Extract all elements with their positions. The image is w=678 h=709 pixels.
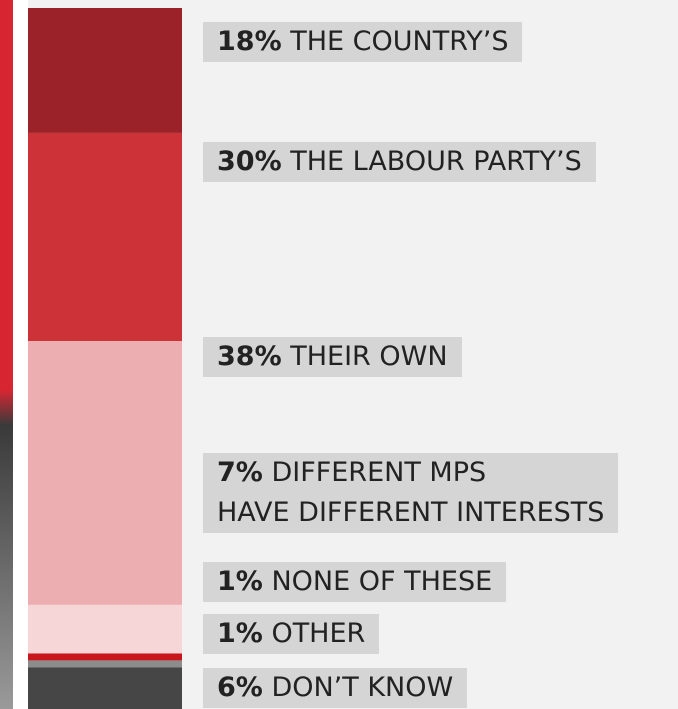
percent-label: 1%: [217, 566, 263, 597]
bar-segment: [28, 8, 182, 133]
gap: [13, 0, 28, 709]
percent-label: 7%: [217, 457, 263, 488]
percent-label: 1%: [217, 618, 263, 649]
percent-label: 30%: [217, 146, 282, 177]
segment-label: 7% DIFFERENT MPS HAVE DIFFERENT INTEREST…: [203, 453, 619, 533]
segment-label: 1% OTHER: [203, 614, 380, 654]
segment-label: 18% THE COUNTRY’S: [203, 22, 523, 62]
segment-label: 6% DON’T KNOW: [203, 668, 468, 708]
bar-segment: [28, 132, 182, 342]
segment-label: 30% THE LABOUR PARTY’S: [203, 142, 596, 182]
category-label: NONE OF THESE: [271, 566, 493, 597]
side-image: [0, 0, 13, 709]
segment-label: 1% NONE OF THESE: [203, 562, 507, 602]
bar-segment: [28, 341, 182, 605]
segment-label: 38% THEIR OWN: [203, 337, 462, 377]
category-label: THE COUNTRY’S: [290, 26, 509, 57]
percent-label: 18%: [217, 26, 282, 57]
category-label: DON’T KNOW: [271, 672, 454, 703]
category-label: OTHER: [271, 618, 366, 649]
category-label: THEIR OWN: [290, 341, 448, 372]
bar-segment: [28, 653, 182, 661]
bar-segment: [28, 660, 182, 668]
bar-segment: [28, 667, 182, 709]
category-label: THE LABOUR PARTY’S: [290, 146, 582, 177]
category-label: DIFFERENT MPS HAVE DIFFERENT INTERESTS: [217, 457, 605, 528]
percent-label: 38%: [217, 341, 282, 372]
percent-label: 6%: [217, 672, 263, 703]
bar-segment: [28, 604, 182, 654]
